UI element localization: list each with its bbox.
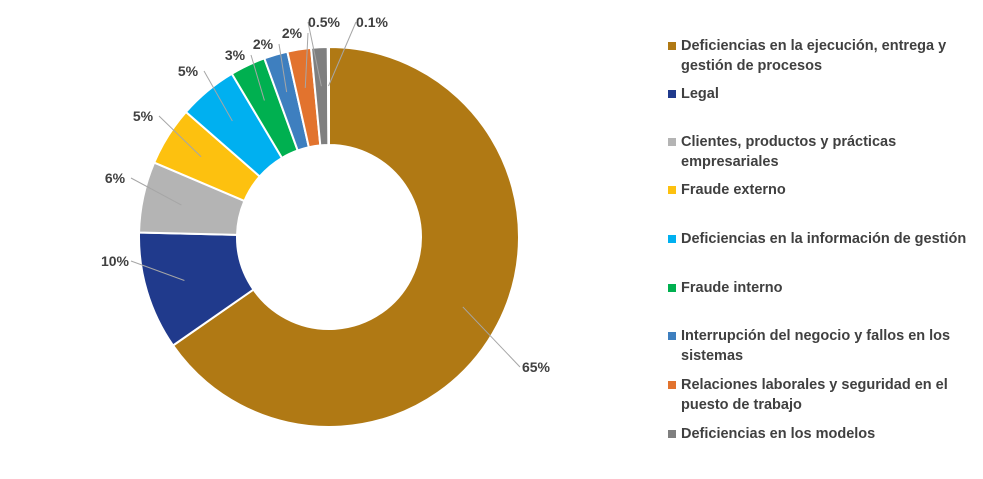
- legend-label: Relaciones laborales y seguridad en el p…: [681, 377, 948, 413]
- legend-swatch: [668, 235, 676, 243]
- legend-item: Deficiencias en los modelos: [668, 424, 976, 444]
- leader-line: [462, 306, 521, 368]
- data-label: 2%: [282, 25, 303, 41]
- data-label: 10%: [101, 253, 130, 269]
- legend-item: Interrupción del negocio y fallos en los…: [668, 326, 976, 366]
- legend-label: Deficiencias en la información de gestió…: [681, 231, 967, 247]
- legend-label: Clientes, productos y prácticas empresar…: [681, 134, 897, 170]
- legend-item: Fraude interno: [668, 278, 976, 298]
- legend-swatch: [668, 430, 676, 438]
- legend-item: Relaciones laborales y seguridad en el p…: [668, 375, 976, 415]
- legend-item: Deficiencias en la información de gestió…: [668, 229, 976, 249]
- legend-label: Interrupción del negocio y fallos en los…: [681, 328, 951, 364]
- leader-line: [307, 21, 322, 87]
- donut-slice: [171, 45, 520, 428]
- data-label: 2%: [253, 36, 274, 52]
- data-label: 5%: [133, 108, 154, 124]
- leader-line: [250, 54, 265, 101]
- legend-label: Fraude externo: [681, 182, 786, 198]
- leader-line: [130, 177, 182, 206]
- legend-label: Fraude interno: [681, 280, 783, 296]
- legend-swatch: [668, 186, 676, 194]
- legend-swatch: [668, 332, 676, 340]
- data-label: 5%: [178, 63, 199, 79]
- leader-line: [278, 43, 288, 93]
- legend-item: Fraude externo: [668, 180, 976, 200]
- legend-swatch: [668, 138, 676, 146]
- data-label: 65%: [522, 359, 551, 375]
- leader-line: [203, 70, 233, 122]
- data-label: 0.1%: [356, 14, 388, 30]
- donut-chart: 65% 10% 6% 5% 5% 3% 2% 2% 0.5% 0.1%: [101, 14, 551, 428]
- leader-line: [328, 21, 357, 87]
- leader-line: [158, 115, 202, 158]
- legend-swatch: [668, 42, 676, 50]
- legend-swatch: [668, 284, 676, 292]
- legend-item: Deficiencias en la ejecución, entrega y …: [668, 36, 976, 76]
- legend-swatch: [668, 381, 676, 389]
- legend-item: Legal: [668, 84, 976, 104]
- legend-label: Deficiencias en la ejecución, entrega y …: [681, 38, 947, 74]
- leader-line: [130, 260, 185, 281]
- data-label: 3%: [225, 47, 246, 63]
- data-label: 6%: [105, 170, 126, 186]
- legend-swatch: [668, 90, 676, 98]
- legend-item: Clientes, productos y prácticas empresar…: [668, 132, 976, 172]
- legend-label: Deficiencias en los modelos: [681, 426, 876, 442]
- data-label: 0.5%: [308, 14, 340, 30]
- legend-label: Legal: [681, 86, 719, 102]
- donut-slice: [326, 45, 330, 147]
- leader-line: [304, 32, 309, 88]
